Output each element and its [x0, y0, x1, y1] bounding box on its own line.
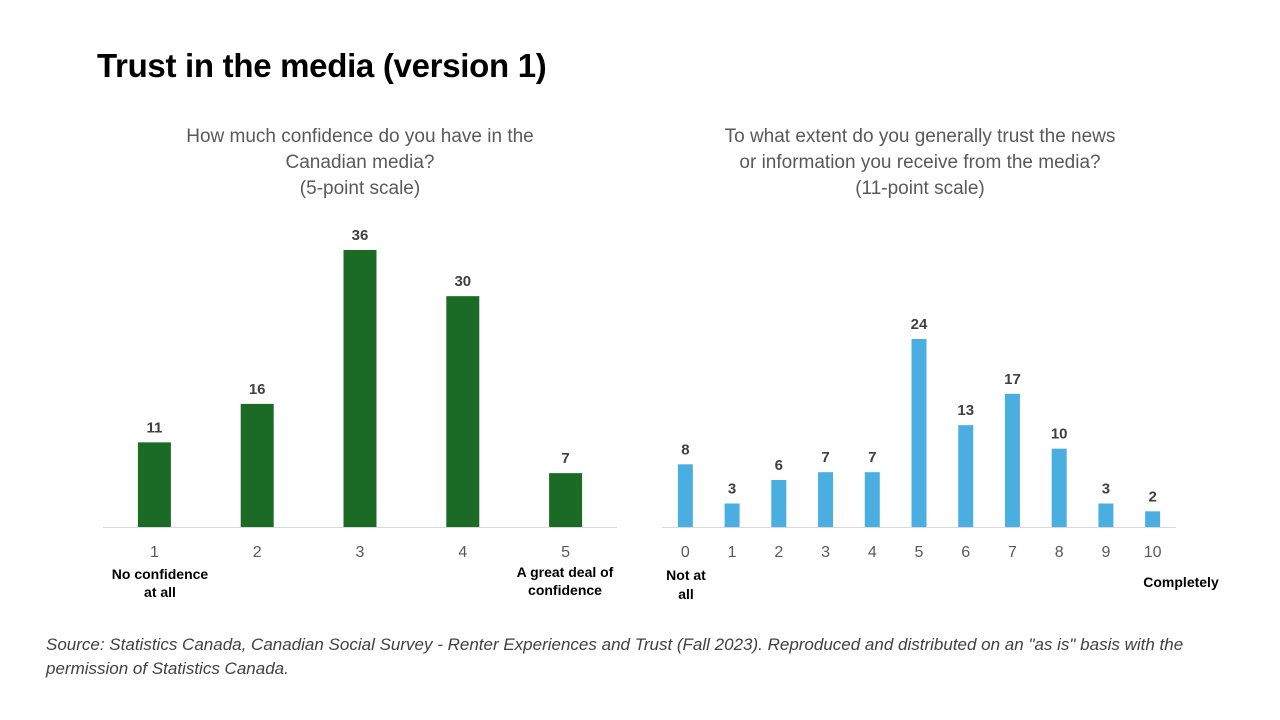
data-label: 36	[352, 227, 369, 244]
data-label: 8	[681, 441, 689, 458]
x-tick-label: 3	[356, 544, 365, 561]
data-label: 7	[868, 449, 876, 466]
x-tick-label: 4	[458, 544, 467, 561]
chart-title-line: or information you receive from the medi…	[739, 152, 1101, 173]
bar-trust-10	[1145, 511, 1161, 527]
x-tick-label: 5	[561, 544, 570, 561]
bar-trust-8	[1051, 448, 1067, 527]
x-tick-label: 9	[1101, 544, 1110, 561]
x-tick-label: 6	[961, 544, 970, 561]
bar-trust-3	[818, 472, 834, 527]
bar-trust-9	[1098, 503, 1114, 527]
x-tick-label: 2	[253, 544, 262, 561]
bar-trust-5	[911, 339, 927, 527]
data-label: 7	[561, 450, 569, 467]
scale-low-label: No confidence	[112, 566, 209, 582]
bar-trust-4	[864, 472, 880, 527]
data-label: 13	[957, 402, 974, 419]
bar-trust-2	[771, 480, 787, 527]
bar-trust-7	[1004, 393, 1020, 527]
data-label: 16	[249, 381, 266, 398]
slide-title: Trust in the media (version 1)	[97, 47, 547, 84]
bar-confidence-2	[240, 403, 274, 527]
x-tick-label: 0	[681, 544, 690, 561]
chart-title-confidence: How much confidence do you have in the C…	[130, 124, 590, 202]
x-tick-label: 3	[821, 544, 830, 561]
x-tick-label: 1	[150, 544, 159, 561]
bar-confidence-5	[549, 473, 583, 527]
chart-title-line: Canadian media?	[285, 152, 435, 173]
chart-title-line: (11-point scale)	[855, 178, 985, 199]
data-label: 3	[1102, 481, 1110, 498]
scale-high-label: A great deal of	[517, 564, 614, 580]
source-note: Source: Statistics Canada, Canadian Soci…	[46, 635, 1184, 678]
x-tick-label: 4	[868, 544, 877, 561]
data-label: 24	[911, 316, 928, 333]
bar-confidence-4	[446, 296, 480, 527]
data-label: 7	[821, 449, 829, 466]
bar-trust-1	[724, 503, 740, 527]
x-tick-label: 7	[1008, 544, 1017, 561]
chart-title-line: (5-point scale)	[299, 178, 421, 199]
scale-low-label: all	[678, 586, 694, 602]
x-tick-label: 2	[774, 544, 783, 561]
bar-trust-6	[958, 425, 974, 527]
scale-low-label: Not at	[666, 567, 706, 583]
bar-trust-0	[677, 464, 693, 527]
chart-title-line: To what extent do you generally trust th…	[724, 126, 1116, 147]
data-label: 3	[728, 481, 736, 498]
scale-low-label: at all	[144, 584, 176, 600]
bar-confidence-1	[137, 442, 171, 527]
chart-title-trust: To what extent do you generally trust th…	[680, 124, 1160, 202]
data-label: 11	[146, 419, 162, 436]
data-label: 2	[1148, 488, 1156, 505]
chart-title-line: How much confidence do you have in the	[186, 126, 534, 147]
data-label: 10	[1051, 426, 1068, 443]
data-label: 17	[1004, 371, 1021, 388]
bar-confidence-3	[343, 250, 377, 527]
data-label: 30	[454, 273, 471, 290]
scale-high-label: confidence	[528, 582, 602, 598]
x-tick-label: 8	[1055, 544, 1064, 561]
data-label: 6	[775, 457, 783, 474]
x-tick-label: 10	[1144, 544, 1162, 561]
x-tick-label: 5	[915, 544, 924, 561]
x-tick-label: 1	[728, 544, 737, 561]
scale-high-label: Completely	[1143, 574, 1219, 590]
